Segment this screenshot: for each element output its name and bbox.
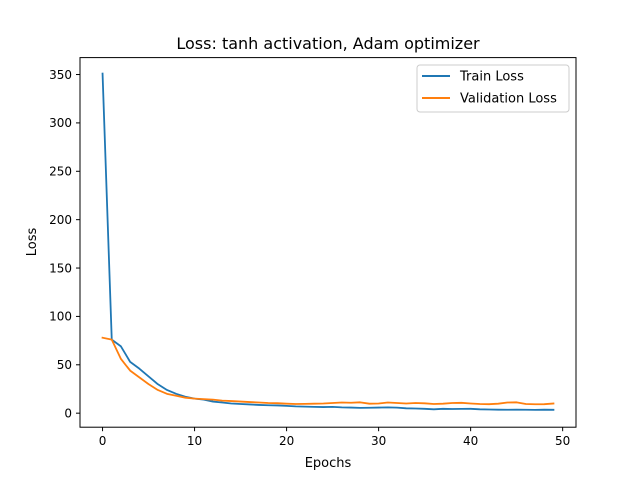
x-tick-label: 0 — [99, 434, 107, 448]
x-tick-label: 40 — [463, 434, 478, 448]
y-tick-label: 300 — [49, 116, 72, 130]
x-tick-label: 20 — [279, 434, 294, 448]
x-tick-label: 10 — [187, 434, 202, 448]
series-line-train-loss — [101, 72, 555, 411]
y-ticks: 0 50 100 150 200 250 300 350 — [49, 68, 80, 420]
y-tick-label: 150 — [49, 261, 72, 275]
x-tick-label: 30 — [371, 434, 386, 448]
y-tick-label: 350 — [49, 68, 72, 82]
series-layer — [101, 72, 555, 411]
y-tick-label: 100 — [49, 310, 72, 324]
plot-area — [80, 57, 576, 428]
legend-label-validation-loss: Validation Loss — [460, 92, 557, 107]
series-line-validation-loss — [101, 336, 555, 406]
y-tick-label: 0 — [64, 406, 72, 420]
x-axis-label: Epochs — [305, 456, 352, 471]
legend-label-train-loss: Train Loss — [459, 70, 524, 85]
y-tick-label: 50 — [57, 358, 72, 372]
x-tick-label: 50 — [555, 434, 570, 448]
x-ticks: 0 10 20 30 40 50 — [99, 427, 570, 448]
legend: Train Loss Validation Loss — [416, 64, 570, 113]
plot-frame — [79, 57, 577, 428]
y-tick-label: 250 — [49, 165, 72, 179]
y-tick-label: 200 — [49, 213, 72, 227]
legend-box — [416, 64, 570, 113]
y-axis-label: Loss — [25, 228, 40, 257]
chart-title: Loss: tanh activation, Adam optimizer — [176, 34, 480, 53]
